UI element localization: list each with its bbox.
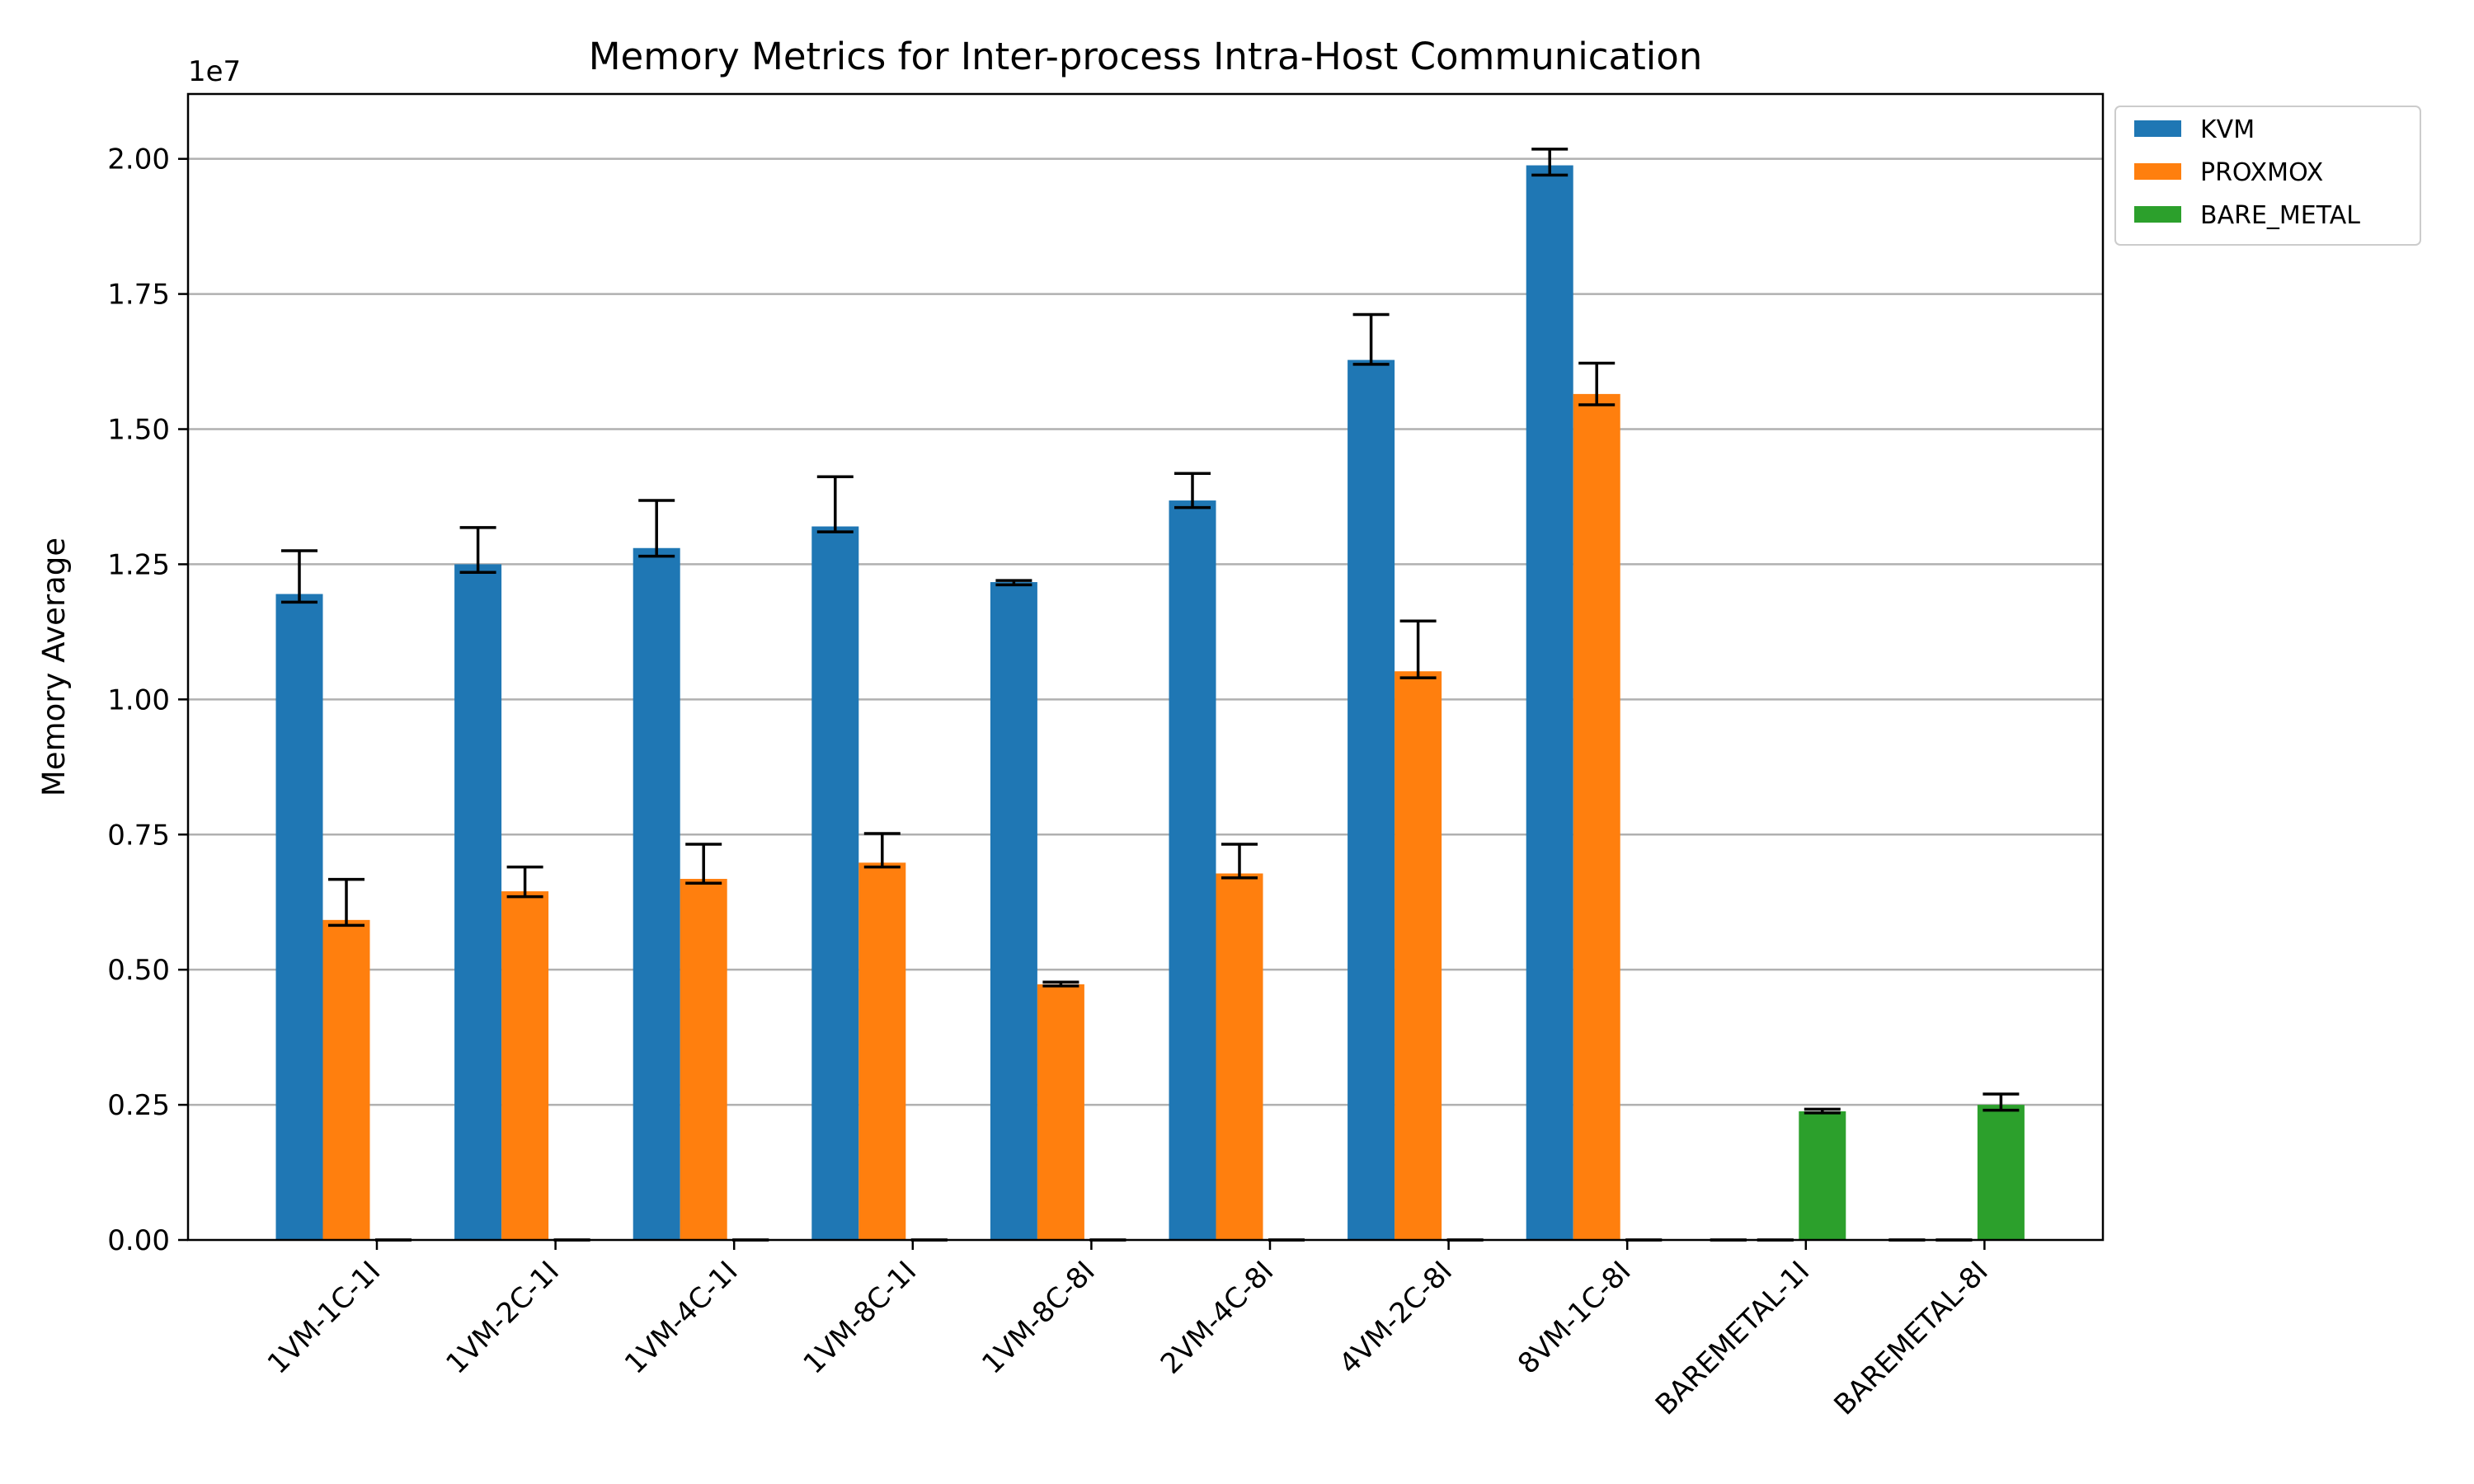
bar-proxmox: [1573, 393, 1620, 1241]
y-axis-ticks: 0.00 0.25 0.50 0.75 1.00 1.25 1.50 1.75 2.00: [107, 143, 188, 1257]
bar-proxmox: [501, 891, 549, 1240]
bar-proxmox: [680, 879, 727, 1240]
bar-kvm: [1169, 500, 1216, 1240]
bar-proxmox: [322, 919, 370, 1240]
bar-proxmox: [858, 862, 906, 1240]
y-tick-label: 1.50: [107, 414, 170, 447]
bar-proxmox: [1037, 984, 1084, 1240]
y-tick-label: 0.75: [107, 819, 170, 852]
legend-swatch-bare-metal: [2134, 206, 2181, 223]
bar-bare-metal: [1977, 1105, 2025, 1240]
y-tick-label: 1.00: [107, 683, 170, 716]
bars: [275, 165, 2025, 1241]
bar-kvm: [633, 547, 680, 1240]
bar-kvm: [454, 564, 502, 1240]
y-tick-label: 0.00: [107, 1224, 170, 1257]
bar-kvm: [275, 594, 323, 1240]
bar-kvm: [1526, 165, 1573, 1241]
legend-swatch-kvm: [2134, 120, 2181, 137]
y-tick-label: 1.75: [107, 279, 170, 312]
bar-kvm: [1348, 359, 1395, 1240]
y-tick-label: 2.00: [107, 143, 170, 176]
legend-swatch-proxmox: [2134, 163, 2181, 180]
legend-frame: [2114, 106, 2421, 246]
y-tick-label: 1.25: [107, 548, 170, 581]
y-multiplier-label: 1e7: [188, 55, 241, 88]
bar-bare-metal: [1799, 1111, 1846, 1240]
plot-frame: [186, 92, 2105, 1242]
y-tick-label: 0.25: [107, 1089, 170, 1122]
bar-proxmox: [1395, 671, 1442, 1240]
legend-label-proxmox: PROXMOX: [2200, 158, 2323, 187]
legend: KVM PROXMOX BARE_METAL: [2114, 106, 2421, 246]
y-axis-label: Memory Average: [36, 538, 72, 796]
y-tick-label: 0.50: [107, 954, 170, 987]
bar-kvm: [990, 582, 1037, 1240]
legend-label-bare-metal: BARE_METAL: [2200, 201, 2360, 230]
legend-label-kvm: KVM: [2200, 115, 2255, 144]
bar-kvm: [811, 526, 859, 1240]
bar-proxmox: [1216, 873, 1263, 1240]
chart-title: Memory Metrics for Inter-process Intra-H…: [589, 35, 1703, 78]
